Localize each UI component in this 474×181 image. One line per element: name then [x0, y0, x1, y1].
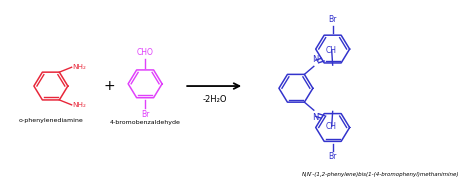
Text: CH: CH: [326, 46, 337, 55]
Text: Br: Br: [141, 110, 149, 119]
Text: NH₂: NH₂: [73, 64, 86, 70]
Text: -2H₂O: -2H₂O: [202, 95, 227, 104]
Text: Br: Br: [328, 15, 337, 24]
Text: N: N: [312, 55, 319, 64]
Text: CH: CH: [326, 122, 337, 131]
Text: NH₂: NH₂: [73, 102, 86, 108]
Text: N: N: [312, 113, 319, 122]
Text: CHO: CHO: [137, 48, 154, 57]
Text: +: +: [104, 79, 116, 93]
Text: N,N′-(1,2-phenylene)bis(1-(4-bromophenyl)methanimine): N,N′-(1,2-phenylene)bis(1-(4-bromophenyl…: [302, 172, 459, 177]
Text: Br: Br: [328, 152, 337, 161]
Text: 4-bromobenzaldehyde: 4-bromobenzaldehyde: [109, 120, 181, 125]
Text: o-phenylenediamine: o-phenylenediamine: [18, 118, 83, 123]
